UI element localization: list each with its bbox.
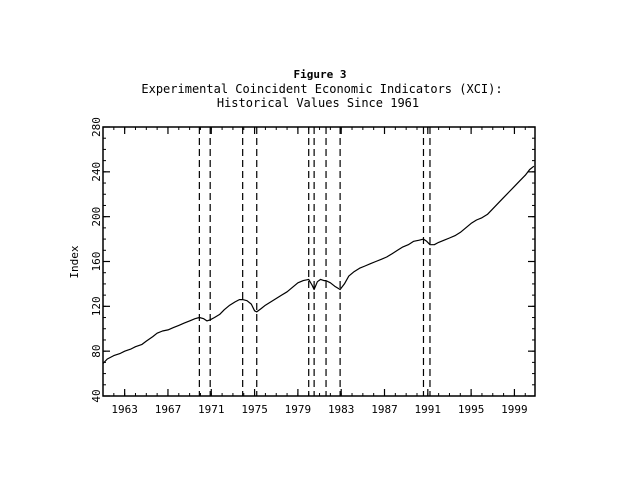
figure-label: Figure 3 bbox=[294, 68, 347, 81]
chart-title-line2: Historical Values Since 1961 bbox=[217, 96, 419, 110]
recession-lines bbox=[198, 127, 431, 396]
y-tick-label: 160 bbox=[90, 252, 103, 272]
y-tick-label: 240 bbox=[90, 162, 103, 182]
chart-title-line1: Experimental Coincident Economic Indicat… bbox=[141, 82, 502, 96]
x-tick-label: 1971 bbox=[198, 403, 225, 416]
series-line bbox=[102, 165, 535, 364]
x-tick-label: 1975 bbox=[241, 403, 268, 416]
y-tick-label: 40 bbox=[90, 389, 103, 402]
x-tick-label: 1987 bbox=[371, 403, 398, 416]
y-axis-label: Index bbox=[68, 245, 81, 278]
axis-ticks: 1963 1967 1971 1975 1979 1983 1987 1991 1995 1999… bbox=[90, 117, 535, 416]
x-tick-label: 1979 bbox=[285, 403, 312, 416]
x-tick-label: 1995 bbox=[458, 403, 485, 416]
x-tick-label: 1967 bbox=[155, 403, 182, 416]
x-tick-label: 1999 bbox=[501, 403, 528, 416]
y-tick-label: 80 bbox=[90, 345, 103, 358]
x-tick-label: 1991 bbox=[415, 403, 442, 416]
plot-frame bbox=[102, 126, 536, 397]
x-tick-label: 1963 bbox=[111, 403, 138, 416]
y-tick-label: 280 bbox=[90, 117, 103, 137]
y-tick-label: 120 bbox=[90, 296, 103, 316]
x-tick-label: 1983 bbox=[328, 403, 355, 416]
series-layer bbox=[102, 165, 535, 364]
y-tick-label: 200 bbox=[90, 207, 103, 227]
